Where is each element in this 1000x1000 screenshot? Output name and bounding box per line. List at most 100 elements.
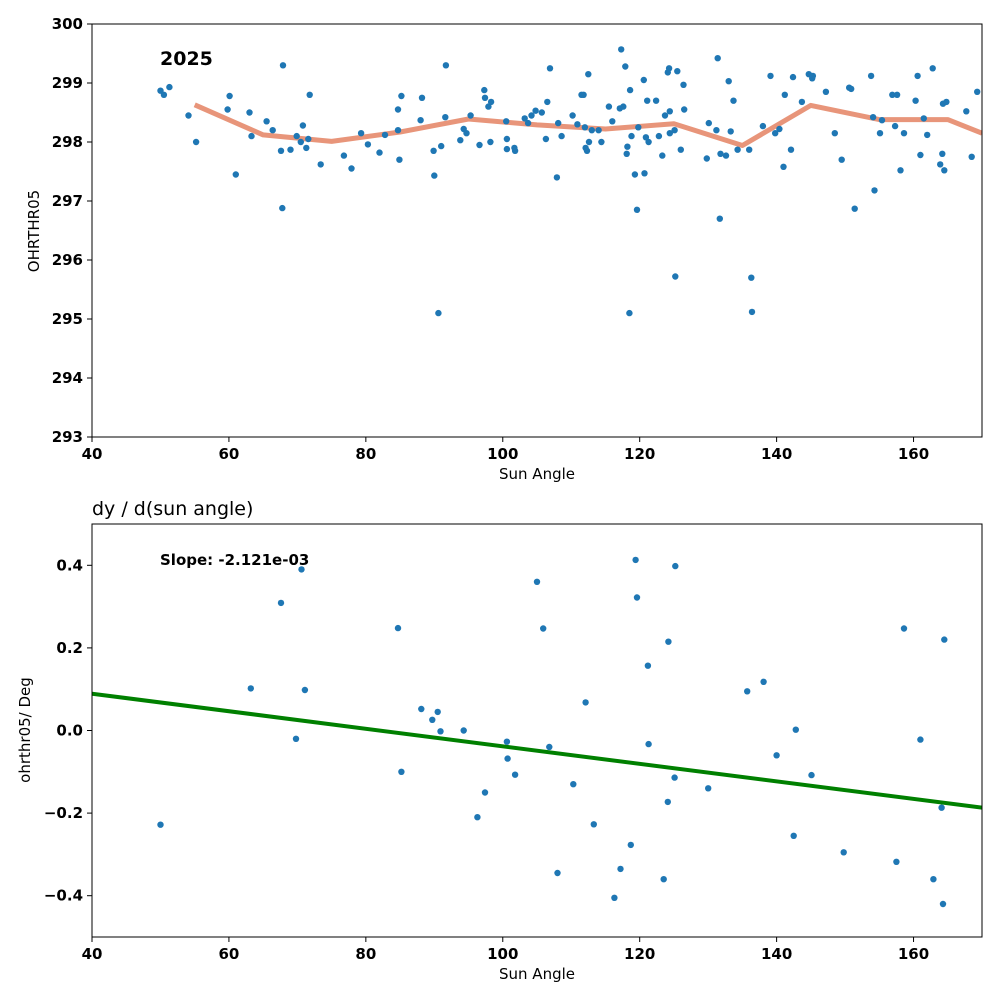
- top-scatter-point: [538, 109, 545, 116]
- top-scatter-point: [644, 97, 651, 104]
- top-scatter-point: [917, 151, 924, 159]
- top-scatter-point: [553, 174, 561, 181]
- top-scatter-point: [624, 143, 631, 150]
- top-scatter-point: [305, 135, 312, 143]
- top-scatter-point: [546, 65, 554, 72]
- bottom-scatter-point: [644, 662, 652, 669]
- bottom-scatter-point: [633, 594, 641, 601]
- top-scatter-point: [665, 65, 673, 72]
- bottom-x-tick-label: 40: [82, 945, 103, 963]
- top-scatter-point: [746, 146, 753, 153]
- bottom-scatter-point: [660, 876, 667, 883]
- top-scatter-point: [645, 138, 652, 146]
- top-scatter-point: [618, 46, 625, 53]
- top-scatter-point: [481, 86, 488, 94]
- bottom-x-tick-label: 160: [898, 945, 929, 963]
- top-scatter-point: [381, 131, 389, 139]
- top-scatter-point: [631, 171, 639, 178]
- top-plot-area: [157, 46, 982, 317]
- top-scatter-point: [867, 72, 875, 80]
- bottom-scatter-point: [744, 688, 751, 695]
- top-scatter-point: [929, 65, 936, 72]
- bottom-scatter-point: [554, 869, 561, 877]
- top-scatter-point: [442, 62, 450, 69]
- top-scatter-point: [224, 106, 231, 113]
- top-y-tick-label: 296: [52, 251, 83, 269]
- bottom-scatter-point: [672, 562, 679, 570]
- top-scatter-point: [487, 138, 494, 146]
- bottom-x-tick-label: 60: [218, 945, 239, 963]
- bottom-y-tick-label: 0.0: [56, 722, 83, 740]
- top-scatter-point: [467, 112, 474, 119]
- bottom-y-tick-label: −0.2: [44, 804, 83, 822]
- top-scatter-point: [897, 167, 904, 174]
- top-scatter-point: [558, 132, 565, 140]
- top-scatter-point: [476, 141, 483, 149]
- top-scatter-point: [279, 62, 287, 69]
- top-scatter-point: [605, 103, 613, 110]
- top-scatter-point: [661, 112, 669, 119]
- bottom-scatter-point: [645, 740, 652, 748]
- top-scatter-point: [585, 138, 593, 146]
- top-scatter-point: [941, 167, 948, 174]
- bottom-scatter-point: [298, 566, 305, 573]
- top-scatter-point: [677, 146, 684, 153]
- bottom-scatter-point: [301, 686, 309, 694]
- top-scatter-point: [900, 130, 908, 137]
- top-scatter-point: [635, 124, 642, 131]
- top-scatter-point: [277, 147, 285, 154]
- top-scatter-point: [626, 86, 634, 94]
- top-scatter-point: [511, 147, 519, 154]
- top-scatter-point: [920, 115, 927, 122]
- top-x-tick-label: 160: [898, 445, 929, 463]
- top-scatter-point: [297, 138, 304, 146]
- top-scatter-point: [780, 163, 787, 170]
- top-scatter-point: [303, 144, 310, 152]
- bottom-scatter-point: [611, 894, 618, 901]
- top-scatter-point: [640, 76, 647, 84]
- top-scatter-point: [485, 103, 492, 110]
- top-scatter-point: [595, 127, 602, 134]
- top-x-tick-label: 60: [218, 445, 239, 463]
- top-scatter-point: [789, 73, 797, 81]
- top-scatter-point: [730, 97, 737, 104]
- bottom-slope-annotation: Slope: -2.121e-03: [160, 551, 309, 569]
- top-scatter-point: [748, 274, 755, 281]
- bottom-y-tick-label: −0.4: [44, 887, 83, 905]
- top-scatter-point: [503, 118, 510, 125]
- top-scatter-point: [889, 91, 896, 99]
- top-scatter-point: [166, 83, 173, 91]
- top-scatter-point: [503, 135, 511, 143]
- top-y-tick-label: 299: [52, 74, 83, 92]
- top-y-tick-label: 294: [52, 369, 83, 387]
- top-scatter-point: [727, 128, 734, 135]
- top-scatter-point: [394, 127, 402, 134]
- top-scatter-point: [503, 145, 511, 153]
- top-x-tick-label: 40: [82, 445, 103, 463]
- top-scatter-point: [876, 130, 884, 137]
- top-scatter-point: [939, 150, 946, 157]
- bottom-scatter-point: [790, 832, 797, 839]
- top-scatter-point: [398, 92, 405, 100]
- top-y-tick-label: 300: [52, 15, 83, 33]
- top-y-tick-label: 297: [52, 192, 83, 210]
- top-scatter-point: [703, 155, 710, 162]
- top-y-tick-label: 295: [52, 310, 83, 328]
- top-scatter-point: [620, 103, 627, 110]
- top-scatter-point: [609, 118, 616, 125]
- bottom-scatter-point: [664, 798, 671, 806]
- top-scatter-point: [521, 115, 528, 122]
- top-scatter-point: [822, 88, 830, 96]
- bottom-scatter-point: [570, 781, 577, 788]
- top-scatter-point: [524, 119, 532, 127]
- top-axes-frame: [91, 23, 983, 438]
- top-scatter-point: [674, 68, 681, 75]
- top-scatter-point: [588, 127, 595, 134]
- bottom-x-axis-label: Sun Angle: [499, 965, 575, 983]
- bottom-scatter-point: [590, 821, 597, 828]
- top-scatter-point: [772, 130, 779, 137]
- top-scatter-point: [585, 71, 592, 78]
- top-panel: 2025 Sun Angle OHRTHR05 40 60 80 100 120 140 1…: [25, 15, 983, 483]
- top-scatter-point: [542, 135, 550, 143]
